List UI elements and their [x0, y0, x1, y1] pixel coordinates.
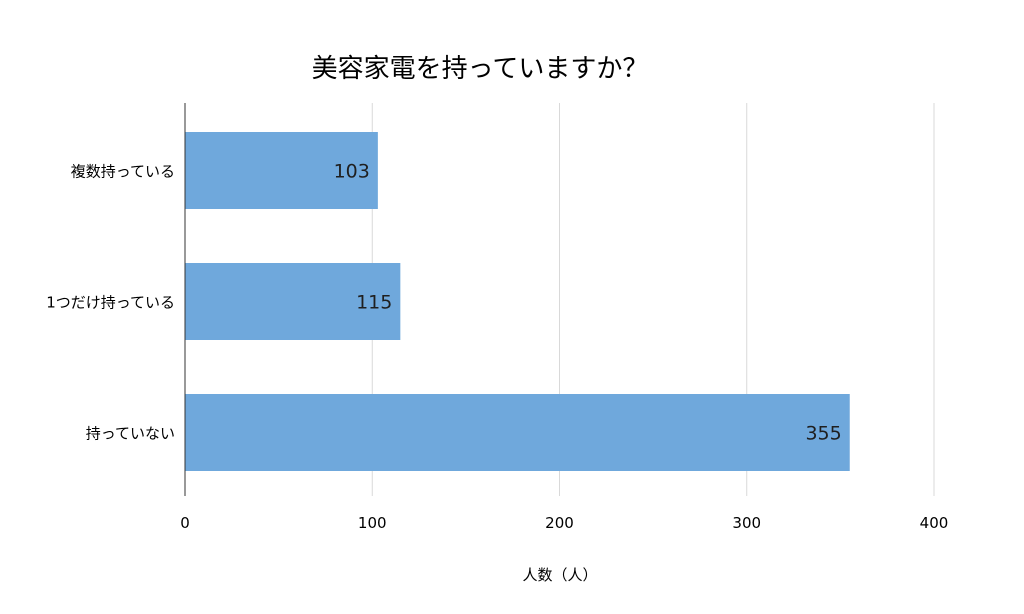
x-tick-label: 300: [732, 514, 761, 532]
category-label: 1つだけ持っている: [46, 294, 175, 312]
category-label: 持っていない: [86, 425, 175, 443]
x-tick-label: 400: [920, 514, 949, 532]
chart-title: 美容家電を持っていますか？: [312, 54, 649, 84]
x-tick-labels: 0 100 200 300 400: [180, 514, 948, 532]
x-tick-label: 200: [545, 514, 574, 532]
x-tick-label: 100: [358, 514, 387, 532]
x-tick-label: 0: [180, 514, 190, 532]
category-label: 複数持っている: [71, 163, 175, 181]
x-axis-title: 人数（人）: [522, 566, 597, 584]
data-label: 355: [805, 423, 841, 445]
data-label: 103: [334, 161, 370, 183]
bar: [185, 263, 401, 340]
bar: [185, 394, 850, 471]
bar: [185, 132, 378, 209]
data-label: 115: [356, 292, 392, 314]
bars: 103 115 355: [185, 132, 850, 471]
